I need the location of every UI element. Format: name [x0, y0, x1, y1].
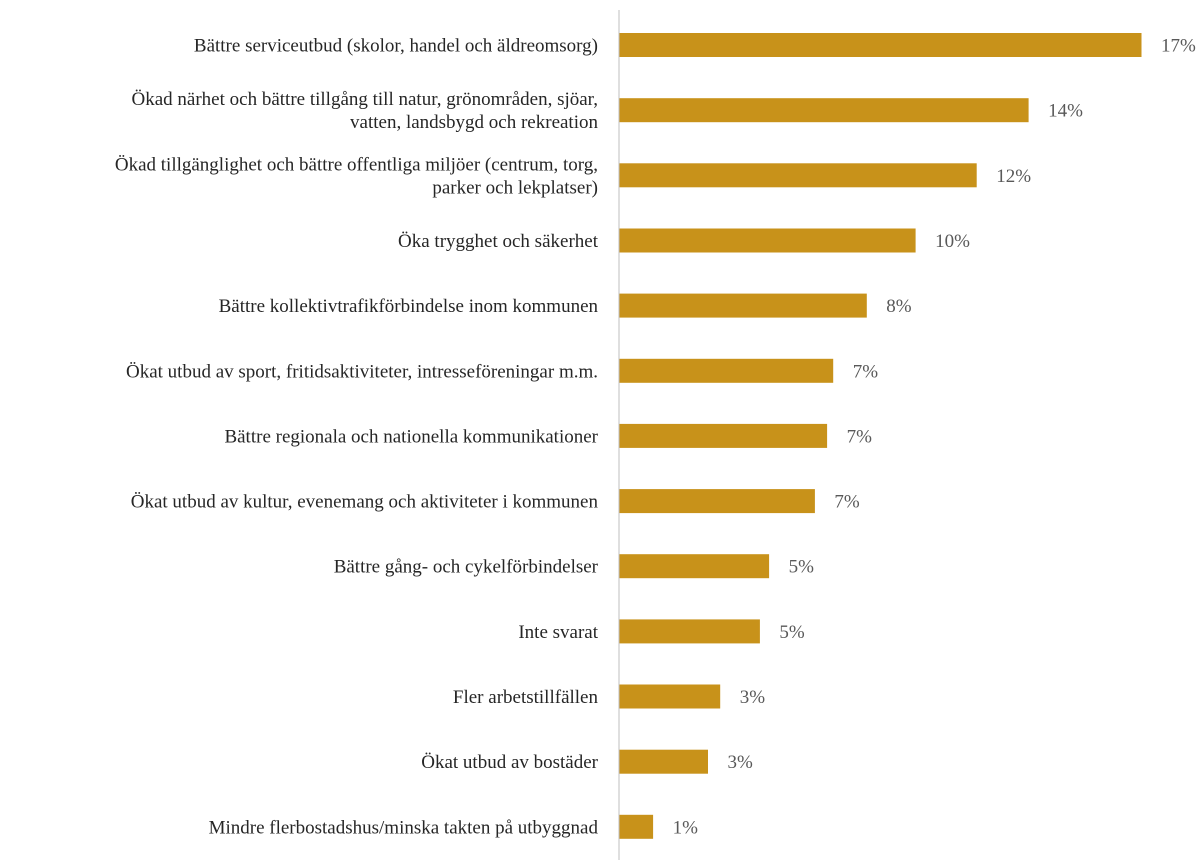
data-label-9: 5% [779, 622, 805, 643]
data-label-10: 3% [740, 687, 766, 708]
category-label-1-line-0: Ökad närhet och bättre tillgång till nat… [132, 89, 598, 110]
category-label-8: Bättre gång- och cykelförbindelser [334, 557, 599, 578]
bar-11 [619, 749, 708, 774]
data-label-2: 12% [996, 166, 1031, 187]
data-label-3: 10% [935, 231, 970, 252]
category-label-4: Bättre kollektivtrafikförbindelse inom k… [219, 296, 599, 317]
bar-1 [619, 98, 1029, 123]
data-label-1: 14% [1048, 101, 1083, 122]
category-label-10: Fler arbetstillfällen [453, 687, 599, 708]
category-label-2-line-1: parker och lekplatser) [432, 177, 598, 198]
bar-12 [619, 814, 654, 839]
data-label-4: 8% [886, 296, 912, 317]
category-label-7: Ökat utbud av kultur, evenemang och akti… [131, 492, 599, 513]
bar-4 [619, 293, 867, 318]
bar-10 [619, 684, 721, 709]
data-label-6: 7% [847, 426, 873, 447]
category-label-6: Bättre regionala och nationella kommunik… [224, 426, 598, 447]
bar-5 [619, 358, 834, 383]
bar-6 [619, 423, 828, 448]
bar-8 [619, 554, 770, 579]
bar-0 [619, 33, 1142, 57]
category-label-11: Ökat utbud av bostäder [421, 752, 598, 773]
category-label-5: Ökat utbud av sport, fritidsaktiviteter,… [126, 361, 598, 382]
category-label-2-line-0: Ökad tillgänglighet och bättre offentlig… [115, 154, 598, 175]
data-label-5: 7% [853, 361, 879, 382]
bar-3 [619, 228, 916, 253]
category-label-1-line-1: vatten, landsbygd och rekreation [350, 112, 598, 133]
category-label-3: Öka trygghet och säkerhet [398, 231, 599, 252]
category-label-0: Bättre serviceutbud (skolor, handel och … [194, 36, 598, 57]
data-label-8: 5% [789, 557, 815, 578]
bar-2 [619, 163, 977, 188]
category-label-12: Mindre flerbostadshus/minska takten på u… [209, 817, 599, 838]
bar-9 [619, 619, 760, 644]
bar-7 [619, 489, 815, 514]
data-label-7: 7% [834, 492, 860, 513]
data-label-0: 17% [1161, 36, 1196, 57]
data-label-12: 1% [673, 817, 699, 838]
category-label-9: Inte svarat [518, 622, 598, 643]
data-label-11: 3% [728, 752, 754, 773]
